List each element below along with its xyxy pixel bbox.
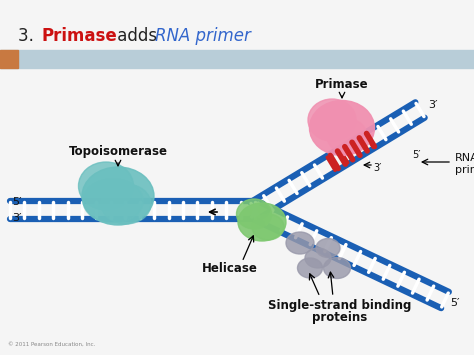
- Ellipse shape: [101, 184, 151, 224]
- Text: 3.: 3.: [18, 27, 39, 45]
- Text: 3′: 3′: [374, 163, 382, 173]
- Ellipse shape: [252, 214, 284, 240]
- Ellipse shape: [310, 100, 374, 155]
- Text: Single-strand binding: Single-strand binding: [268, 299, 412, 311]
- Ellipse shape: [83, 179, 143, 223]
- Text: 5′: 5′: [12, 197, 21, 207]
- Text: RNA: RNA: [455, 153, 474, 163]
- Ellipse shape: [298, 258, 322, 278]
- Ellipse shape: [286, 232, 314, 254]
- Bar: [0, 50, 18, 68]
- Ellipse shape: [308, 99, 356, 141]
- Text: Helicase: Helicase: [202, 262, 258, 274]
- Text: adds: adds: [112, 27, 163, 45]
- Ellipse shape: [327, 119, 367, 153]
- Text: Primase: Primase: [42, 27, 118, 45]
- Text: Topoisomerase: Topoisomerase: [69, 146, 167, 158]
- Bar: [0, 50, 474, 68]
- Ellipse shape: [82, 167, 154, 225]
- Text: 5′: 5′: [412, 150, 420, 160]
- Text: 5′: 5′: [450, 298, 459, 308]
- Text: primer: primer: [455, 165, 474, 175]
- Text: 3′: 3′: [428, 100, 438, 110]
- Ellipse shape: [238, 203, 286, 241]
- Text: Primase: Primase: [315, 78, 369, 92]
- Text: 3′: 3′: [12, 213, 21, 223]
- Text: proteins: proteins: [312, 311, 368, 324]
- Ellipse shape: [79, 162, 134, 210]
- Ellipse shape: [316, 239, 340, 257]
- Text: RNA primer: RNA primer: [155, 27, 251, 45]
- Ellipse shape: [305, 248, 331, 268]
- Ellipse shape: [237, 199, 272, 229]
- Ellipse shape: [323, 257, 350, 279]
- Text: © 2011 Pearson Education, Inc.: © 2011 Pearson Education, Inc.: [8, 342, 95, 347]
